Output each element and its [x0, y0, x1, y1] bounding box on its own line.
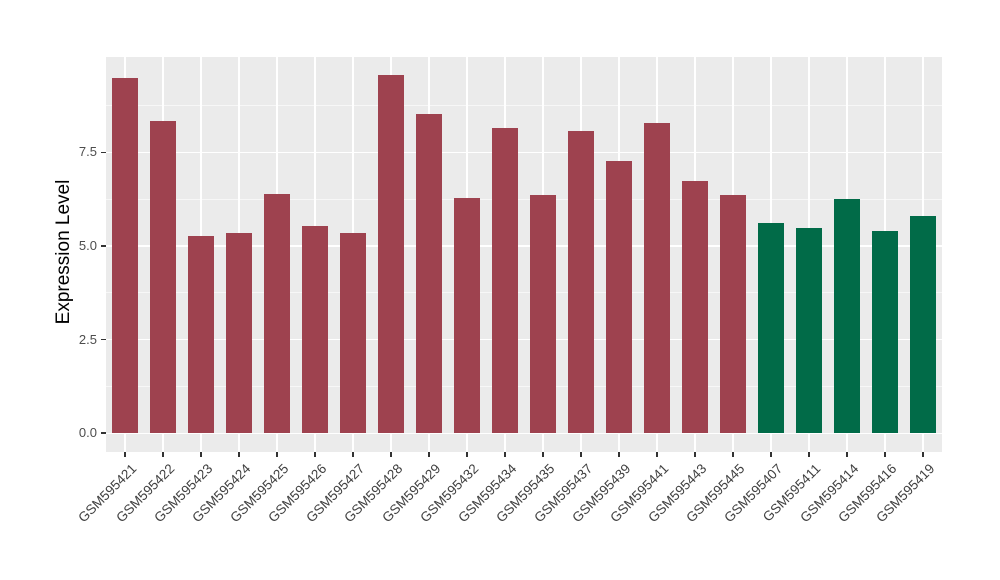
- major-gridline: [106, 151, 942, 154]
- minor-gridline: [106, 385, 942, 387]
- x-tick-mark: [466, 452, 468, 457]
- bar-GSM595435: [529, 194, 557, 434]
- bar-GSM595422: [149, 121, 177, 434]
- bar-GSM595416: [871, 231, 899, 434]
- bar-GSM595411: [795, 227, 823, 434]
- bar-GSM595427: [339, 233, 367, 434]
- plot-panel: [106, 57, 942, 452]
- bar-GSM595407: [757, 222, 785, 434]
- y-tick-mark: [101, 338, 106, 341]
- minor-gridline: [106, 292, 942, 294]
- bar-GSM595439: [605, 161, 633, 434]
- y-tick-label: 0.0: [78, 425, 97, 441]
- x-tick-mark: [808, 452, 810, 457]
- x-tick-mark: [504, 452, 506, 457]
- bar-GSM595445: [719, 195, 747, 434]
- y-tick-label: 7.5: [78, 144, 97, 160]
- major-gridline: [106, 245, 942, 247]
- x-tick-mark: [884, 452, 886, 457]
- major-gridline: [106, 432, 942, 435]
- x-tick-mark: [238, 452, 240, 457]
- bar-GSM595428: [377, 74, 405, 434]
- x-tick-mark: [124, 452, 126, 457]
- y-tick-label: 5.0: [78, 238, 97, 254]
- x-tick-mark: [922, 452, 924, 457]
- x-tick-mark: [352, 452, 354, 457]
- bar-GSM595426: [301, 225, 329, 434]
- x-tick-mark: [428, 452, 430, 457]
- bar-GSM595414: [833, 198, 861, 434]
- bar-GSM595437: [567, 131, 595, 434]
- bar-GSM595441: [643, 122, 671, 434]
- y-tick-mark: [101, 432, 106, 435]
- x-tick-mark: [276, 452, 278, 457]
- x-tick-mark: [200, 452, 202, 457]
- bar-GSM595425: [263, 194, 291, 434]
- major-gridline: [106, 338, 942, 341]
- x-tick-mark: [732, 452, 734, 457]
- x-tick-mark: [846, 452, 848, 457]
- bar-GSM595421: [111, 77, 139, 434]
- bar-GSM595443: [681, 181, 709, 434]
- x-tick-mark: [162, 452, 164, 457]
- minor-gridline: [106, 105, 942, 107]
- x-tick-mark: [770, 452, 772, 457]
- x-tick-mark: [314, 452, 316, 457]
- bar-GSM595429: [415, 114, 443, 434]
- minor-gridline: [106, 198, 942, 200]
- x-tick-mark: [694, 452, 696, 457]
- bar-GSM595434: [491, 128, 519, 434]
- bar-GSM595432: [453, 198, 481, 434]
- x-tick-mark: [656, 452, 658, 457]
- bar-GSM595424: [225, 232, 253, 434]
- y-tick-mark: [101, 151, 106, 154]
- x-tick-mark: [580, 452, 582, 457]
- y-tick-mark: [101, 245, 106, 247]
- x-tick-mark: [618, 452, 620, 457]
- x-tick-mark: [390, 452, 392, 457]
- bar-GSM595419: [909, 215, 937, 434]
- bar-GSM595423: [187, 235, 215, 434]
- x-tick-mark: [542, 452, 544, 457]
- y-tick-label: 2.5: [78, 331, 97, 347]
